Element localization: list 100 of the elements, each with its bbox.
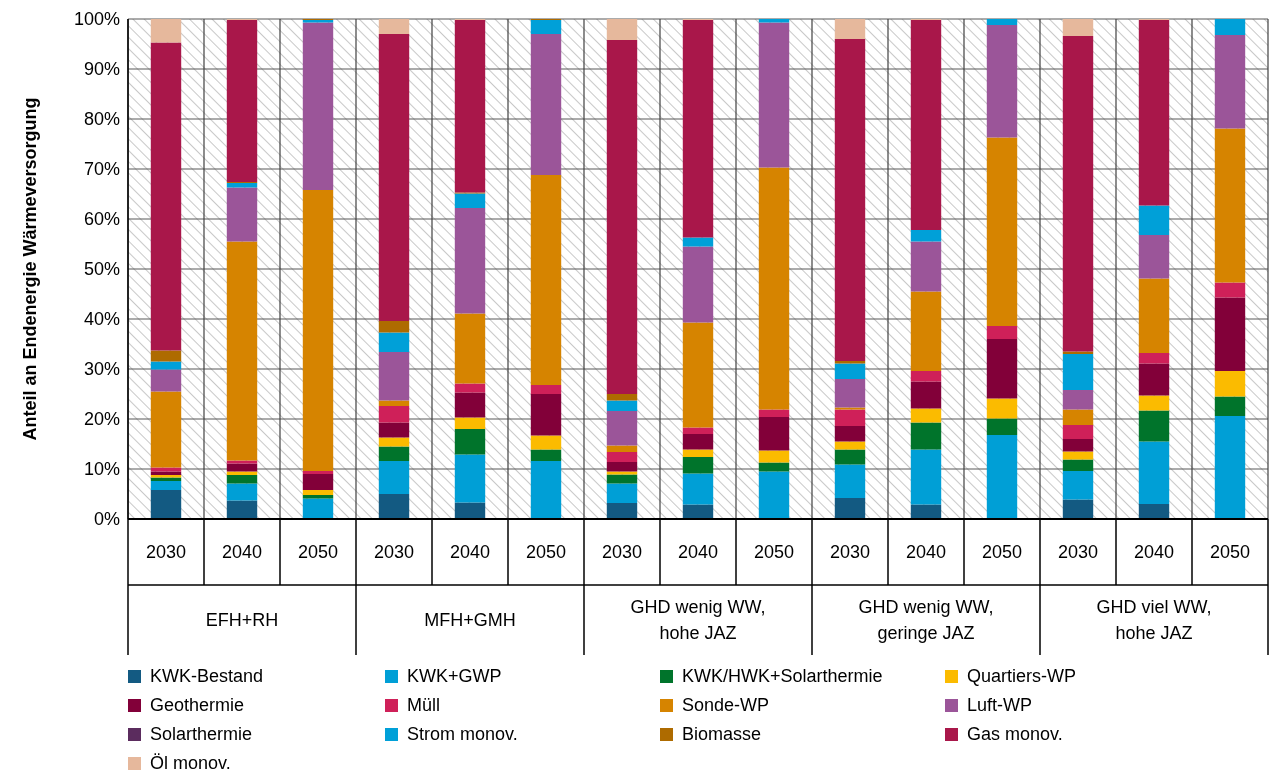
bar (1062, 471, 1094, 500)
legend-label: KWK-Bestand (150, 666, 264, 687)
bar (378, 352, 410, 401)
legend-label: KWK/HWK+Solarthermie (682, 666, 883, 687)
x-tick-label: 2040 (677, 542, 719, 563)
bar (226, 460, 258, 464)
bar (682, 457, 714, 474)
bar (834, 379, 866, 408)
x-tick-label: 2040 (221, 542, 263, 563)
legend-label: Strom monov. (407, 724, 518, 745)
bar (1062, 354, 1094, 390)
bar (834, 498, 866, 519)
bar (834, 449, 866, 465)
bar (1062, 409, 1094, 425)
bar (1214, 128, 1246, 283)
bar (682, 246, 714, 323)
bar (986, 19, 1018, 25)
bar (834, 407, 866, 410)
x-tick-label: 2040 (1133, 542, 1175, 563)
legend-label: Biomasse (682, 724, 762, 745)
y-tick-label: 90% (83, 59, 120, 80)
bar (986, 137, 1018, 326)
bar (150, 361, 182, 370)
bar (986, 25, 1018, 138)
y-tick-label: 80% (83, 109, 120, 130)
bar (226, 475, 258, 484)
x-tick-label: 2040 (905, 542, 947, 563)
text: GHD wenig WW, geringe JAZ (858, 597, 994, 644)
legend-label: Sonde-WP (682, 695, 770, 716)
bar (1062, 19, 1094, 36)
bar (758, 417, 790, 451)
bar (150, 490, 182, 519)
bar (758, 22, 790, 168)
bar (1138, 20, 1170, 206)
x-tick-label: 2030 (829, 542, 871, 563)
bar (302, 490, 334, 495)
bar (454, 208, 486, 314)
bar (606, 462, 638, 472)
bar (1214, 19, 1246, 35)
bar (1062, 451, 1094, 460)
bar (910, 381, 942, 409)
bar (1138, 363, 1170, 396)
bar (606, 400, 638, 411)
bar (454, 417, 486, 429)
bar (378, 34, 410, 321)
legend-label: Quartiers-WP (967, 666, 1077, 687)
bar (378, 321, 410, 333)
bar (1138, 410, 1170, 442)
bar (606, 483, 638, 503)
bar (834, 363, 866, 379)
bar (226, 500, 258, 519)
bar (1138, 205, 1170, 235)
bar (378, 406, 410, 423)
bar (1062, 425, 1094, 439)
bar (910, 371, 942, 382)
bar (378, 332, 410, 352)
bar (454, 313, 486, 384)
y-tick-label: 10% (83, 459, 120, 480)
bar (606, 445, 638, 452)
bar (682, 473, 714, 505)
y-tick-label: 0% (93, 509, 120, 530)
x-tick-label: 2050 (525, 542, 567, 563)
bar (302, 22, 334, 190)
y-axis-title: Anteil an Endenergie Wärmeversorgung (20, 97, 40, 441)
text: GHD wenig WW, hohe JAZ (630, 597, 766, 644)
y-tick-label: 70% (83, 159, 120, 180)
bar (986, 418, 1018, 435)
bar (986, 435, 1018, 519)
y-tick-label: 40% (83, 309, 120, 330)
x-tick-label: 2030 (373, 542, 415, 563)
bar (530, 449, 562, 461)
bar (378, 422, 410, 438)
text: GHD viel WW, hohe JAZ (1096, 597, 1212, 644)
bar (150, 481, 182, 490)
bar (910, 408, 942, 423)
bar (758, 471, 790, 519)
bar (1138, 353, 1170, 364)
bar (758, 450, 790, 463)
bar (378, 437, 410, 447)
bar (834, 361, 866, 364)
legend-label: Luft-WP (967, 695, 1033, 716)
bar (454, 454, 486, 503)
text: MFH+GMH (424, 610, 516, 631)
y-tick-label: 100% (73, 9, 120, 30)
legend-label: Solarthermie (150, 724, 253, 745)
bar (606, 411, 638, 446)
bar (1062, 36, 1094, 352)
bar (1062, 390, 1094, 410)
text: EFH+RH (205, 610, 279, 631)
bar (910, 449, 942, 505)
bar (1138, 441, 1170, 504)
bar (682, 322, 714, 428)
x-tick-label: 2050 (981, 542, 1023, 563)
bar (606, 394, 638, 401)
bar (150, 467, 182, 472)
bar (682, 237, 714, 247)
bar (150, 369, 182, 392)
x-tick-label: 2050 (1209, 542, 1251, 563)
bar (378, 400, 410, 406)
bar (606, 474, 638, 484)
